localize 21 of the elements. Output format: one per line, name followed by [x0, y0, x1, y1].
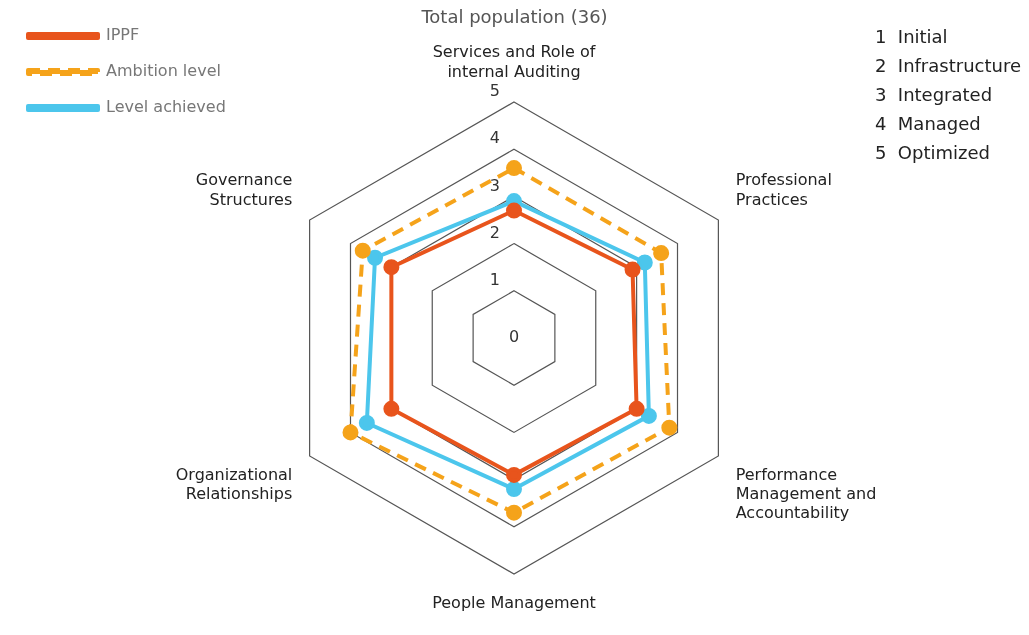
- legend-label: IPPF: [106, 25, 140, 45]
- y-tick-label: 3: [489, 175, 500, 195]
- spoke-label: Professional Practices: [735, 170, 832, 209]
- y-tick-label: 4: [489, 128, 500, 148]
- spoke-label: Organizational Relationships: [175, 464, 293, 503]
- spoke-label: Services and Role of internal Auditing: [432, 42, 596, 81]
- text: 3 Integrated: [874, 83, 994, 107]
- legend-label: Ambition level: [106, 61, 221, 81]
- spoke-label: Performance Management and Accountability: [735, 464, 877, 523]
- spoke-label: Governance Structures: [195, 170, 293, 209]
- text: 4 Managed: [874, 112, 982, 136]
- text: 2 Infrastructure: [874, 54, 1021, 78]
- chart-title: Total population (36): [420, 6, 608, 28]
- text: 1 Initial: [874, 25, 949, 49]
- text: 5 Optimized: [874, 141, 991, 165]
- spoke-label: People Management: [432, 592, 596, 612]
- y-tick-label: 2: [489, 222, 500, 242]
- y-tick-label: 5: [489, 81, 500, 101]
- legend-label: Level achieved: [106, 97, 226, 117]
- y-tick-label: 0: [508, 327, 520, 347]
- y-tick-label: 1: [489, 269, 500, 289]
